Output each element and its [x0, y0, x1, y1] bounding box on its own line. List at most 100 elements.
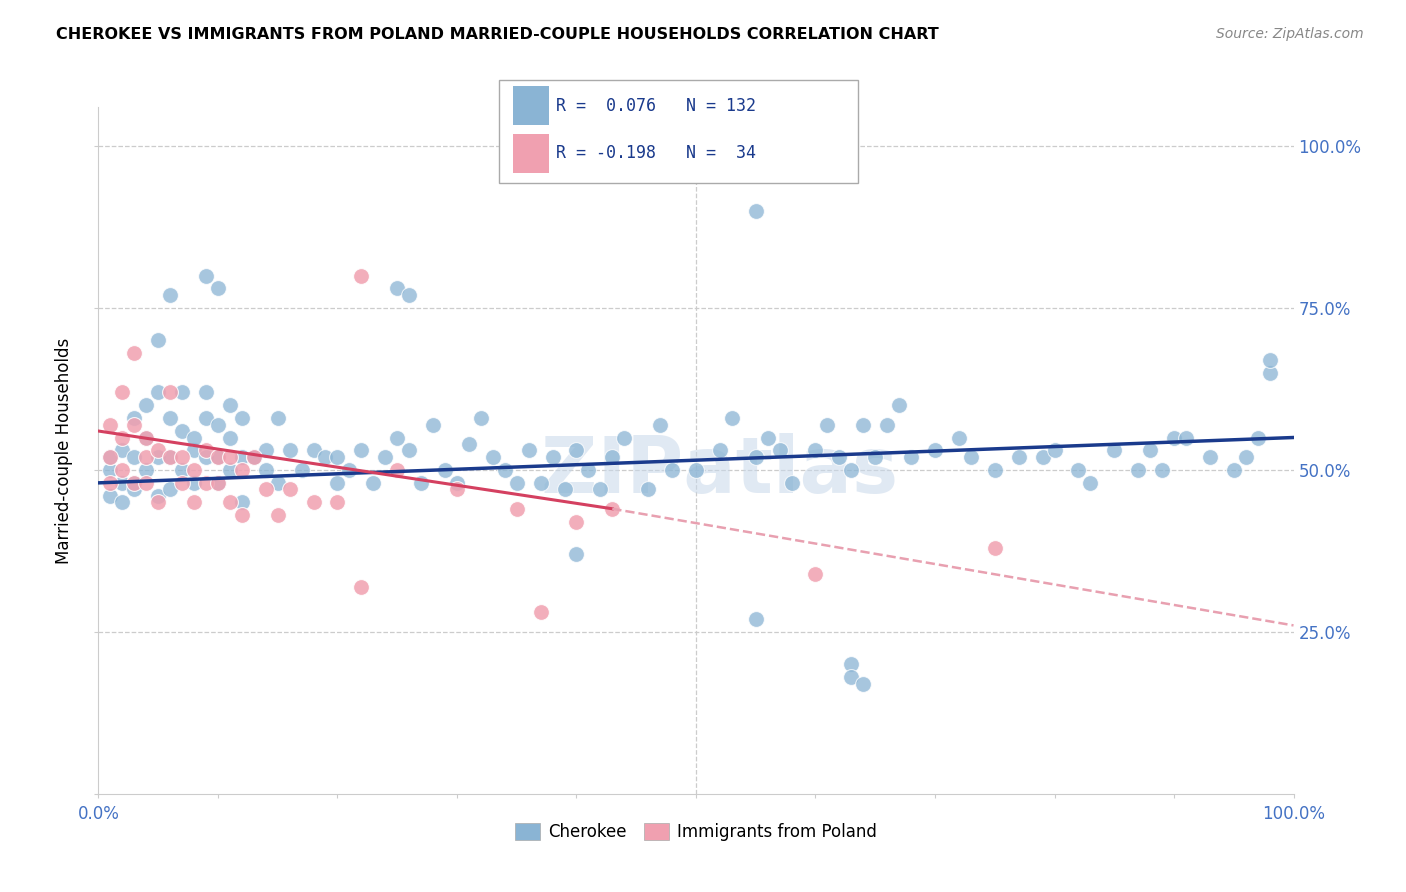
Point	[984, 541, 1007, 555]
Point	[411, 475, 433, 490]
Point	[219, 495, 242, 509]
Point	[470, 411, 492, 425]
Point	[1258, 352, 1281, 367]
Point	[661, 463, 683, 477]
Point	[159, 385, 181, 400]
Point	[350, 443, 373, 458]
Point	[578, 463, 600, 477]
Point	[1223, 463, 1246, 477]
Point	[207, 475, 229, 490]
Text: Source: ZipAtlas.com: Source: ZipAtlas.com	[1216, 27, 1364, 41]
Point	[613, 430, 636, 444]
Point	[530, 606, 553, 620]
Point	[398, 443, 420, 458]
Point	[111, 475, 134, 490]
Point	[852, 417, 875, 432]
Point	[231, 411, 253, 425]
Point	[135, 475, 157, 490]
Point	[98, 417, 122, 432]
Point	[565, 443, 588, 458]
Point	[745, 203, 768, 218]
Point	[148, 334, 170, 348]
Point	[984, 463, 1007, 477]
Point	[1247, 430, 1270, 444]
Point	[385, 430, 409, 444]
Point	[195, 385, 218, 400]
Point	[602, 501, 624, 516]
Point	[841, 657, 863, 672]
FancyBboxPatch shape	[513, 134, 550, 173]
Point	[1152, 463, 1174, 477]
Point	[889, 398, 911, 412]
Point	[948, 430, 970, 444]
Point	[207, 450, 229, 464]
Point	[1139, 443, 1161, 458]
Point	[530, 475, 553, 490]
Point	[183, 463, 205, 477]
Point	[231, 495, 253, 509]
Point	[195, 475, 218, 490]
Point	[434, 463, 457, 477]
Point	[841, 463, 863, 477]
Point	[650, 417, 672, 432]
Point	[148, 385, 170, 400]
Point	[135, 398, 157, 412]
Point	[195, 450, 218, 464]
Point	[589, 483, 612, 497]
Point	[111, 443, 134, 458]
Point	[243, 450, 266, 464]
Point	[326, 450, 349, 464]
Point	[422, 417, 444, 432]
Point	[183, 443, 205, 458]
Point	[172, 463, 194, 477]
Point	[124, 475, 146, 490]
Point	[398, 288, 420, 302]
Point	[1234, 450, 1257, 464]
Point	[841, 670, 863, 684]
Point	[243, 450, 266, 464]
Point	[172, 450, 194, 464]
Point	[219, 450, 242, 464]
Point	[231, 450, 253, 464]
Point	[458, 437, 481, 451]
Point	[769, 443, 792, 458]
Point	[817, 417, 839, 432]
Point	[326, 475, 349, 490]
Point	[339, 463, 361, 477]
Point	[124, 411, 146, 425]
Point	[254, 443, 277, 458]
Point	[852, 677, 875, 691]
Point	[1008, 450, 1031, 464]
Point	[315, 450, 337, 464]
Point	[124, 475, 146, 490]
Point	[506, 475, 529, 490]
Point	[219, 430, 242, 444]
Point	[1080, 475, 1102, 490]
Point	[159, 411, 181, 425]
Point	[124, 417, 146, 432]
Point	[159, 450, 181, 464]
Point	[745, 612, 768, 626]
Point	[98, 463, 122, 477]
Point	[195, 443, 218, 458]
Point	[554, 483, 576, 497]
Point	[135, 430, 157, 444]
Point	[685, 463, 707, 477]
Point	[302, 443, 325, 458]
Point	[494, 463, 516, 477]
Point	[111, 495, 134, 509]
Point	[602, 450, 624, 464]
Point	[267, 411, 290, 425]
Point	[565, 515, 588, 529]
Point	[195, 411, 218, 425]
Point	[828, 450, 851, 464]
Point	[709, 443, 731, 458]
Point	[804, 566, 827, 581]
Point	[148, 495, 170, 509]
Point	[1032, 450, 1054, 464]
Point	[124, 450, 146, 464]
Point	[231, 508, 253, 523]
Point	[565, 547, 588, 561]
Point	[98, 450, 122, 464]
Point	[207, 417, 229, 432]
